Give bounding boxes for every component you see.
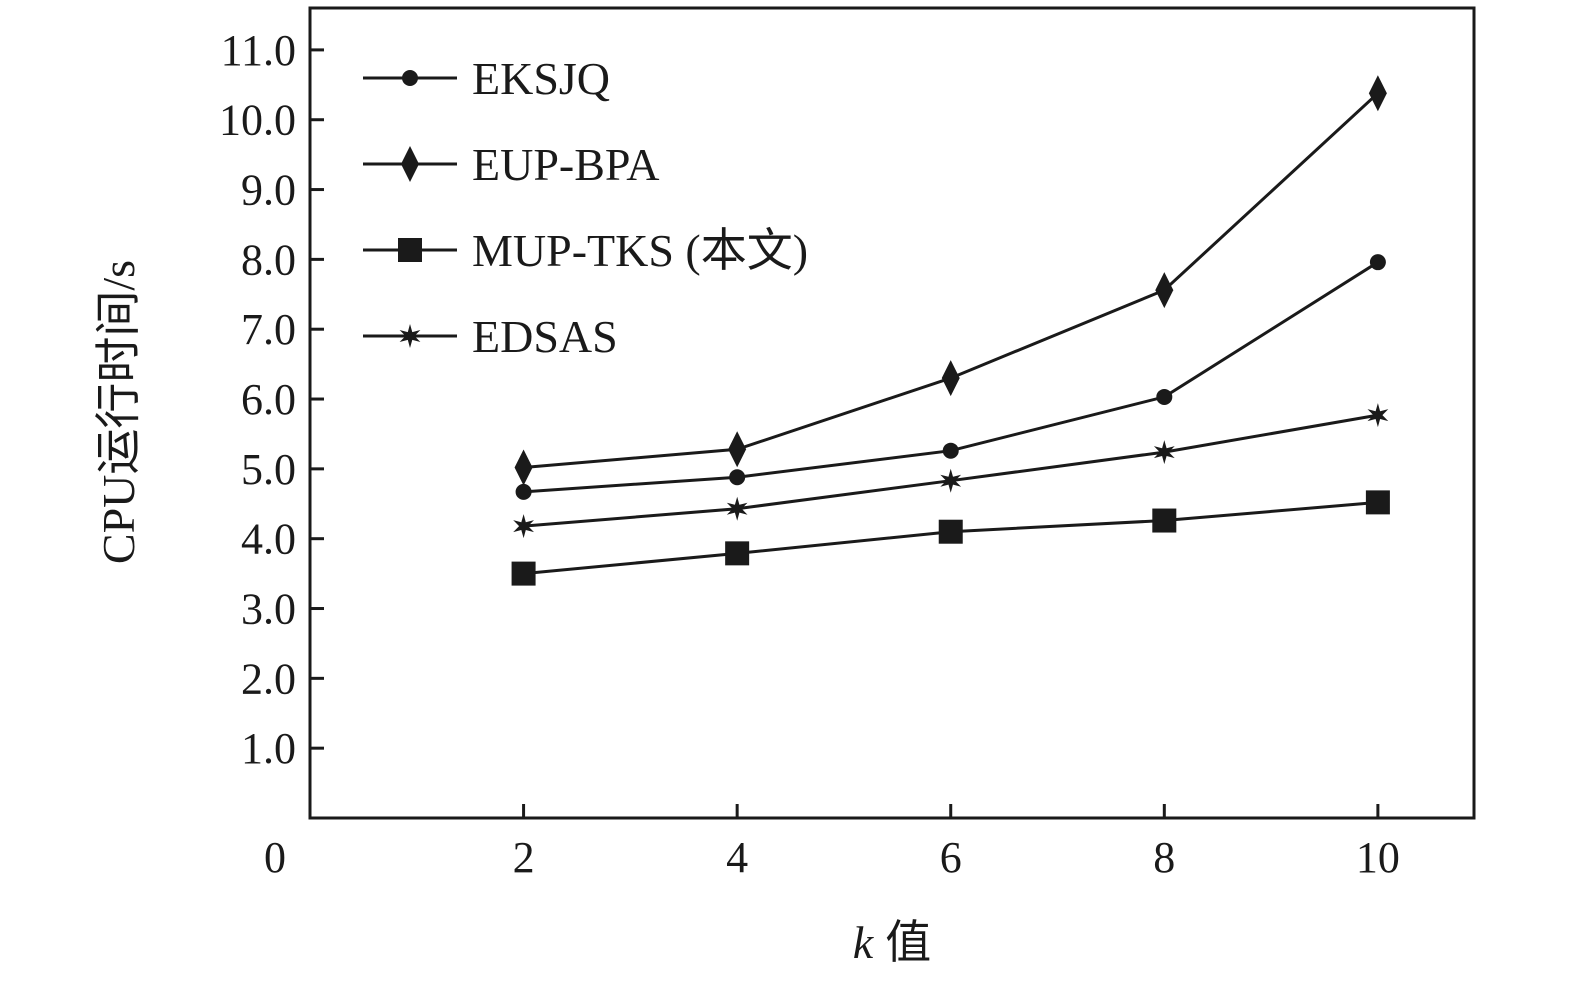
y-tick-label: 9.0	[241, 166, 296, 215]
legend-item: EKSJQ	[363, 53, 610, 104]
legend-item: MUP-TKS (本文)	[363, 225, 808, 276]
legend-label: EUP-BPA	[472, 139, 659, 190]
legend-label: EDSAS	[472, 311, 618, 362]
x-tick-label: 6	[940, 833, 962, 882]
y-tick-label: 7.0	[241, 305, 296, 354]
x-axis: 2 4 6 8 10	[513, 804, 1400, 882]
x-axis-title-rest: 值	[885, 917, 931, 968]
data-point	[725, 541, 750, 566]
data-point	[940, 468, 962, 493]
x-tick-label: 8	[1153, 833, 1175, 882]
legend-marker	[399, 324, 421, 348]
y-axis: 1.0 2.0 3.0 4.0 5.0 6.0 7.0 8.0 9.0 10.0 11.0	[219, 26, 324, 773]
data-point	[1153, 440, 1175, 465]
data-point	[1368, 75, 1387, 112]
plot-frame	[308, 6, 1476, 820]
data-point	[729, 469, 746, 486]
legend-label: EKSJQ	[472, 53, 610, 104]
x-tick-label: 4	[726, 833, 748, 882]
y-tick-label: 11.0	[221, 26, 296, 75]
data-point	[1155, 272, 1174, 309]
series-2	[514, 75, 1387, 486]
y-tick-label: 10.0	[219, 96, 296, 145]
data-point	[938, 519, 963, 544]
legend-item: EDSAS	[363, 311, 618, 362]
data-point	[511, 561, 536, 586]
x-tick-label: 2	[513, 833, 535, 882]
data-point	[728, 431, 747, 468]
data-point	[1369, 254, 1386, 271]
data-point	[1367, 403, 1389, 428]
origin-label: 0	[264, 833, 286, 882]
data-point	[726, 496, 748, 521]
data-point	[1152, 508, 1177, 533]
data-point	[1365, 490, 1390, 515]
y-axis-title: CPU运行时间/s	[93, 260, 144, 564]
data-point	[941, 360, 960, 397]
x-tick-label: 10	[1356, 833, 1400, 882]
legend-label: MUP-TKS (本文)	[472, 225, 808, 276]
y-tick-label: 4.0	[241, 515, 296, 564]
legend: EKSJQ EUP-BPA MUP-TKS (本文) EDSAS	[363, 53, 808, 362]
x-axis-title-variable: k	[853, 917, 875, 968]
series-1	[515, 254, 1386, 500]
y-tick-label: 2.0	[241, 654, 296, 703]
data-point	[942, 442, 959, 459]
y-tick-label: 6.0	[241, 375, 296, 424]
data-point	[1156, 388, 1173, 405]
legend-item: EUP-BPA	[363, 139, 659, 190]
data-point	[515, 483, 532, 500]
y-tick-label: 5.0	[241, 445, 296, 494]
legend-marker	[402, 70, 418, 86]
legend-marker	[398, 238, 422, 262]
legend-marker	[401, 146, 419, 182]
series-4	[513, 403, 1389, 539]
data-point	[513, 514, 534, 539]
y-tick-label: 8.0	[241, 235, 296, 284]
data-point	[514, 449, 533, 486]
y-tick-label: 3.0	[241, 585, 296, 634]
series-3	[511, 490, 1390, 586]
series-layer	[511, 75, 1390, 586]
y-tick-label: 1.0	[241, 724, 296, 773]
